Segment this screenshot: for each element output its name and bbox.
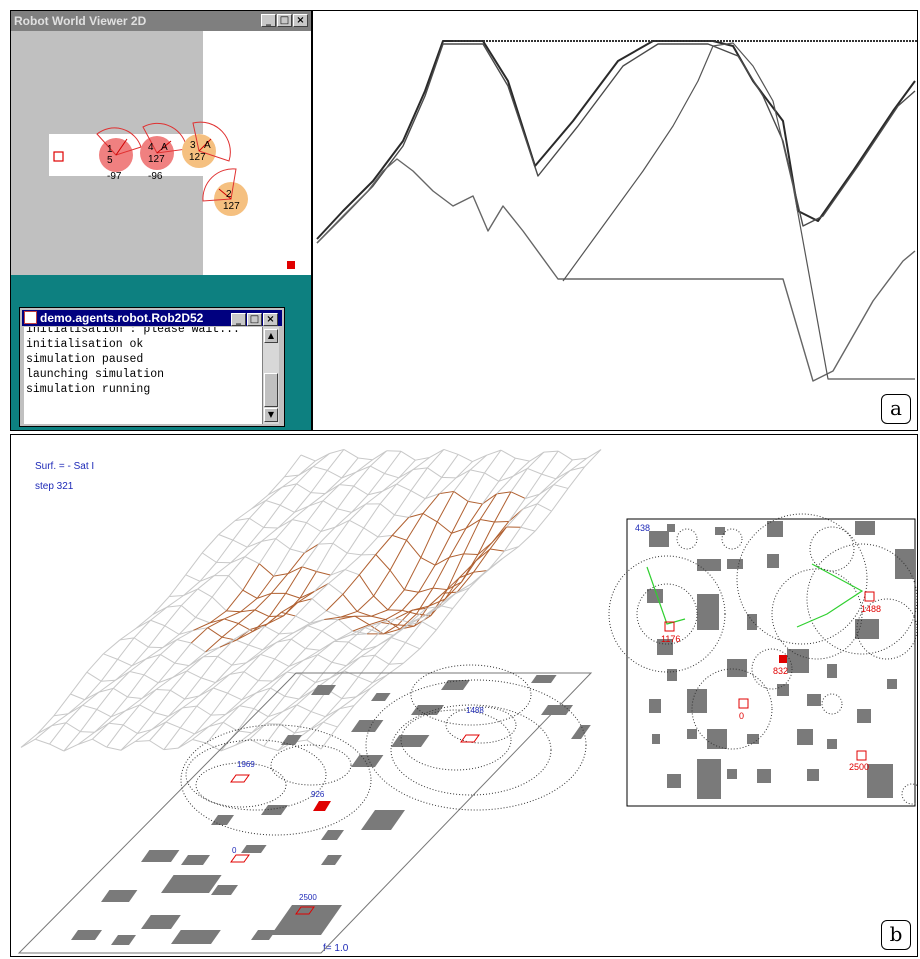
robot-3-mode: A [204, 140, 211, 151]
map-goals [664, 591, 875, 761]
log-line: simulation running [26, 383, 151, 396]
robot-2[interactable]: 2 127 [202, 168, 248, 216]
robot-2-label: 2 [226, 189, 232, 200]
robot-1-heading: -97 [107, 171, 122, 182]
robot-1-label: 1 [107, 144, 113, 155]
map-label: 1176 [661, 634, 680, 644]
map-label: 1488 [861, 604, 881, 614]
panel-a: Robot World Viewer 2D _ □ × 1 5 [10, 10, 918, 431]
trace-1 [316, 40, 916, 240]
console-scrollbar[interactable]: ▲ ▼ [262, 327, 279, 424]
log-line: initialisation : please wait... [26, 327, 240, 336]
step-label: step 321 [35, 481, 74, 492]
robot-4-label: 4 [148, 142, 154, 153]
perspective-sensor-ranges [180, 664, 587, 836]
map-corner-label: 438 [635, 523, 650, 533]
map-label: 2500 [849, 762, 869, 772]
console-minimize-button[interactable]: _ [231, 313, 246, 326]
robot-4-value: 127 [148, 154, 165, 165]
trajectory-trace-plot [316, 40, 917, 382]
perspective-plane [17, 672, 593, 954]
map-obstacles [647, 521, 915, 799]
robot-2-value: 127 [223, 201, 240, 212]
map-robot [779, 655, 787, 663]
panel-b-canvas: 1969 926 1488 0 2500 438 [17, 448, 917, 954]
java-cup-icon [24, 311, 37, 324]
scroll-up-arrow-icon[interactable]: ▲ [264, 329, 278, 343]
robot-3[interactable]: 3 A 127 [182, 121, 231, 168]
map-sensor-ranges [608, 513, 917, 805]
robot-3-value: 127 [189, 152, 206, 163]
console-close-button[interactable]: × [263, 313, 278, 326]
console-title: demo.agents.robot.Rob2D52 [40, 311, 204, 325]
persp-label: 0 [232, 846, 237, 855]
console-log[interactable]: initialisation : please wait... initiali… [24, 327, 262, 424]
world-canvas[interactable]: 1 5 -97 4 A 127 -96 [11, 31, 311, 275]
robot-3-label: 3 [190, 140, 196, 151]
console-maximize-button[interactable]: □ [247, 313, 262, 326]
minimize-button[interactable]: _ [261, 14, 276, 27]
robot-1[interactable]: 1 5 -97 [96, 127, 142, 182]
scroll-thumb[interactable] [264, 373, 278, 407]
perspective-robot [313, 801, 331, 811]
f-label: f= 1.0 [323, 943, 349, 954]
start-marker [53, 151, 64, 162]
persp-label: 2500 [299, 893, 317, 902]
world-free-zone [203, 31, 311, 275]
trace-2 [316, 43, 916, 244]
perspective-goals [230, 734, 480, 915]
close-button[interactable]: × [293, 14, 308, 27]
perspective-labels: 1969 926 1488 0 2500 [232, 706, 484, 902]
trace-4 [562, 42, 915, 380]
scroll-down-arrow-icon[interactable]: ▼ [264, 408, 278, 422]
panel-a-label: a [881, 394, 911, 424]
top-down-map[interactable]: 438 [608, 513, 917, 807]
map-label: 832 [773, 666, 788, 676]
map-labels: 1176 1488 832 0 2500 [661, 604, 881, 772]
maximize-button[interactable]: □ [277, 14, 292, 27]
map-links [646, 563, 864, 628]
robot-4[interactable]: 4 A 127 -96 [140, 122, 188, 182]
log-line: simulation paused [26, 353, 144, 366]
surface-label: Surf. = - Sat I [35, 461, 95, 472]
persp-label: 926 [311, 790, 325, 799]
log-line: initialisation ok [26, 338, 144, 351]
robot-world-viewer-window: Robot World Viewer 2D _ □ × 1 5 [11, 11, 313, 430]
goal-marker [287, 261, 295, 269]
persp-label: 1969 [237, 760, 255, 769]
console-window: demo.agents.robot.Rob2D52 _ □ × initiali… [19, 307, 285, 427]
robot-world-svg: 1 5 -97 4 A 127 -96 [49, 121, 295, 269]
log-line: launching simulation [26, 368, 165, 381]
panel-b: Surf. = - Sat I step 321 f= 1.0 1969 926… [10, 434, 918, 957]
trace-3 [316, 158, 916, 382]
potential-surface-mesh [20, 448, 602, 752]
panel-b-label: b [881, 920, 911, 950]
console-title-bar[interactable]: demo.agents.robot.Rob2D52 _ □ × [22, 310, 282, 326]
robot-4-heading: -96 [148, 171, 163, 182]
viewer-title-bar[interactable]: Robot World Viewer 2D _ □ × [11, 11, 311, 31]
persp-label: 1488 [466, 706, 484, 715]
robot-1-value: 5 [107, 155, 113, 166]
viewer-title: Robot World Viewer 2D [14, 14, 147, 28]
robot-4-mode: A [161, 142, 168, 153]
map-label: 0 [739, 711, 744, 721]
